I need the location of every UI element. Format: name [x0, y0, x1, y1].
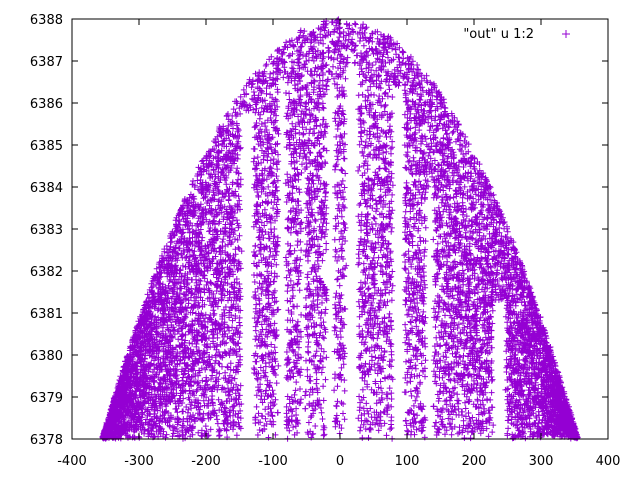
legend-marker-plus: [562, 30, 570, 38]
y-tick-label: 6382: [30, 265, 63, 280]
y-tick-label: 6380: [30, 349, 63, 364]
y-tick-label: 6386: [30, 97, 63, 112]
x-tick-label: -300: [124, 454, 154, 469]
data-points: [99, 16, 581, 442]
x-tick-label: 0: [336, 454, 344, 469]
x-tick-label: 100: [395, 454, 420, 469]
x-tick-label: 400: [596, 454, 621, 469]
x-tick-label: 300: [529, 454, 554, 469]
y-tick-label: 6381: [30, 307, 63, 322]
y-tick-label: 6378: [30, 433, 63, 448]
series-points: [99, 16, 581, 442]
legend: "out" u 1:2: [463, 27, 570, 42]
y-tick-label: 6384: [30, 181, 63, 196]
axis-ticks: -400 -300 -200 -100 0 100 200 300 400 6378 6379 638…: [30, 13, 621, 469]
y-tick-label: 6379: [30, 391, 63, 406]
legend-label: "out" u 1:2: [463, 27, 534, 42]
y-tick-label: 6385: [30, 139, 63, 154]
y-tick-label: 6383: [30, 223, 63, 238]
legend-marker: [562, 30, 570, 38]
x-tick-label: -200: [191, 454, 221, 469]
y-tick-label: 6388: [30, 13, 63, 28]
y-tick-label: 6387: [30, 55, 63, 70]
x-tick-label: -100: [258, 454, 288, 469]
x-tick-label: -400: [57, 454, 87, 469]
x-tick-label: 200: [462, 454, 487, 469]
